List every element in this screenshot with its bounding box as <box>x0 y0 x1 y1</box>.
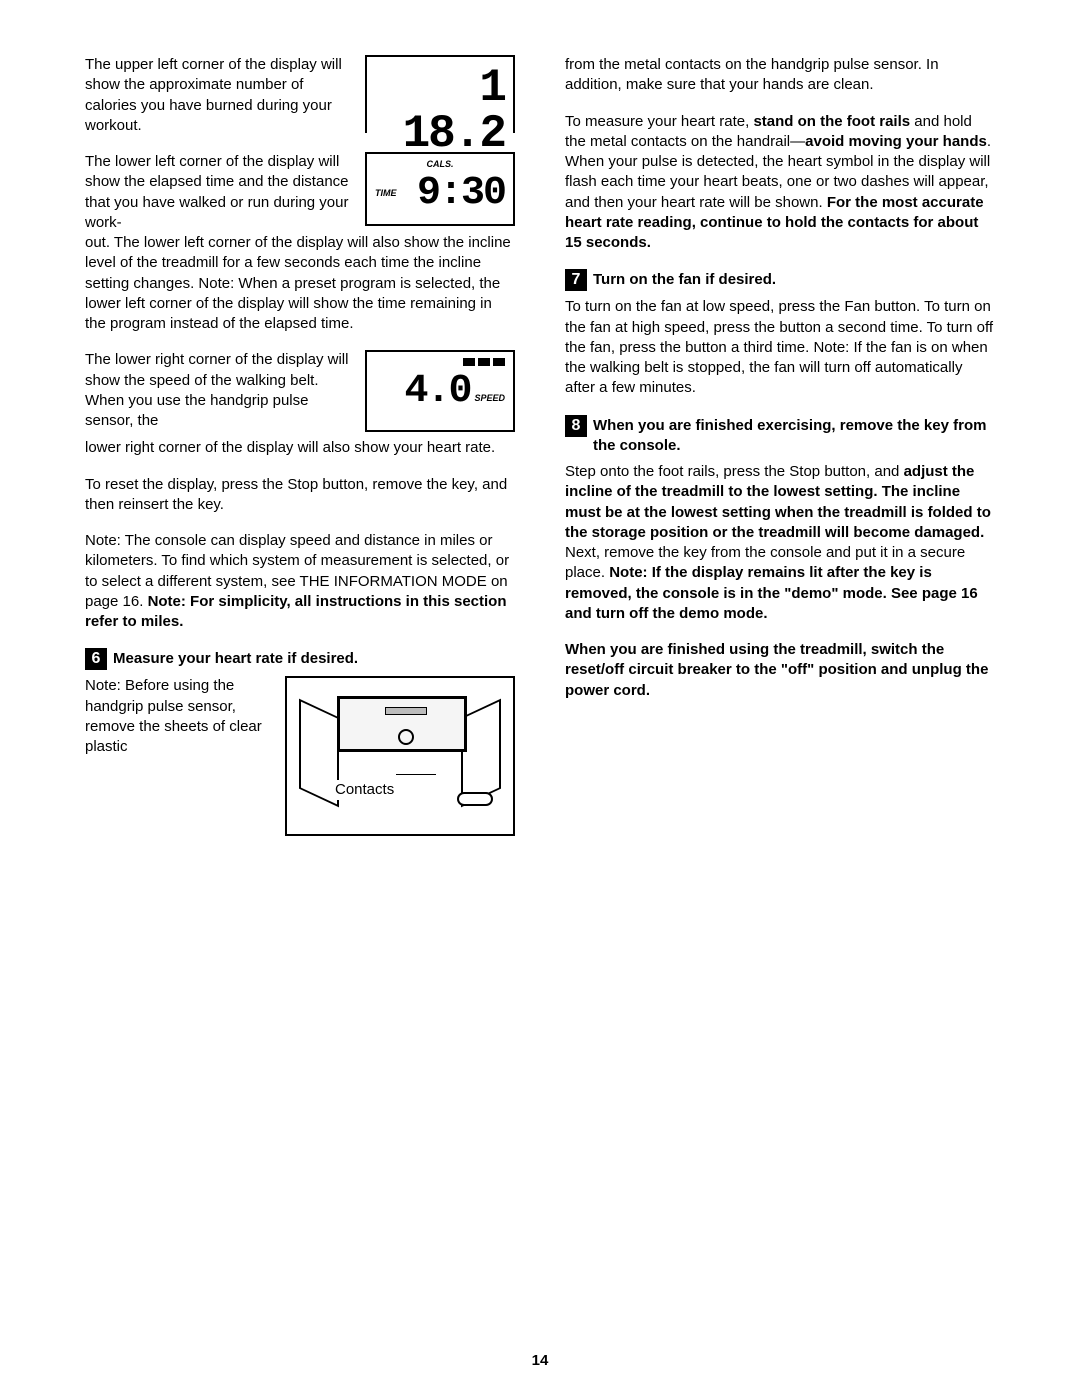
step-7-title: Turn on the fan if desired. <box>593 269 776 290</box>
step-8: 8 When you are finished exercising, remo… <box>565 415 995 457</box>
step-8-title: When you are finished exercising, remove… <box>593 415 995 457</box>
two-column-layout: 1 18.2 CALS. TIME The upper left corner … <box>85 55 995 836</box>
step-6: 6 Measure your heart rate if desired. <box>85 648 515 670</box>
para-fan: To turn on the fan at low speed, press t… <box>565 297 995 398</box>
lcd-calories-value: 1 18.2 <box>375 65 505 157</box>
time-label-2: TIME <box>375 187 397 199</box>
para-lower-left-b: out. The lower left corner of the displa… <box>85 233 515 334</box>
page-number: 14 <box>0 1351 1080 1371</box>
speed-label: SPEED <box>474 392 505 404</box>
lcd-calories: 1 18.2 CALS. TIME <box>365 55 515 133</box>
step-7-number: 7 <box>565 269 587 291</box>
grip-contact <box>457 792 493 806</box>
console-illustration <box>337 696 467 752</box>
left-column: 1 18.2 CALS. TIME The upper left corner … <box>85 55 515 836</box>
intensity-bars <box>375 358 505 366</box>
cals-label-sm: CALS. <box>375 158 505 170</box>
step-8-number: 8 <box>565 415 587 437</box>
para-measure-hr: To measure your heart rate, stand on the… <box>565 112 995 254</box>
para-units: Note: The console can display speed and … <box>85 531 515 632</box>
step-6-number: 6 <box>85 648 107 670</box>
para-finish: Step onto the foot rails, press the Stop… <box>565 462 995 624</box>
para-reset: To reset the display, press the Stop but… <box>85 475 515 516</box>
handlebar-left <box>299 699 339 808</box>
step-7: 7 Turn on the fan if desired. <box>565 269 995 291</box>
para-lower-right-b: lower right corner of the display will a… <box>85 438 515 458</box>
lcd-speed-value: 4.0 <box>404 372 470 412</box>
lcd-time: CALS. TIME 9:30 <box>365 152 515 226</box>
para-power-off: When you are finished using the treadmil… <box>565 640 995 701</box>
contacts-figure: Contacts <box>285 676 515 836</box>
para-clean-hands: from the metal contacts on the handgrip … <box>565 55 995 96</box>
contacts-label: Contacts <box>335 780 394 800</box>
lcd-time-value: 9:30 <box>401 174 506 214</box>
right-column: from the metal contacts on the handgrip … <box>565 55 995 836</box>
lcd-speed: 4.0 SPEED <box>365 350 515 432</box>
step-6-title: Measure your heart rate if desired. <box>113 648 358 669</box>
